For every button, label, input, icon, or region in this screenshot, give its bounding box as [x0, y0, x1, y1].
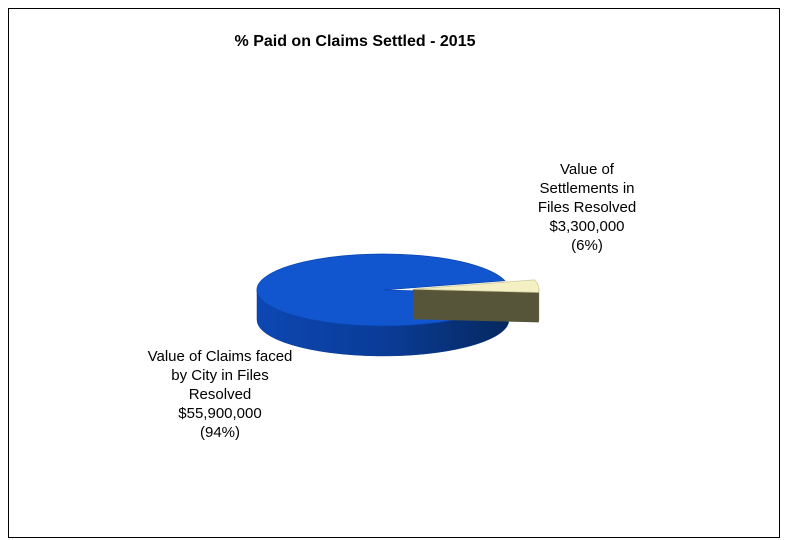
percent-label: (94%) — [199, 424, 240, 441]
category-label: Value of Claims faced by City in Files R… — [147, 348, 293, 403]
chart-title: % Paid on Claims Settled - 2015 — [235, 33, 476, 50]
slice-label: Value of Claims faced by City in Files R… — [140, 347, 300, 442]
value-label: $3,300,000 — [549, 218, 625, 235]
slice-label: Value of Settlements in Files Resolved $… — [527, 160, 647, 255]
slice — [412, 279, 540, 293]
value-label: $55,900,000 — [178, 405, 262, 422]
percent-label: (6%) — [571, 237, 603, 254]
category-label: Value of Settlements in Files Resolved — [537, 161, 637, 216]
slice-cut — [412, 289, 539, 323]
